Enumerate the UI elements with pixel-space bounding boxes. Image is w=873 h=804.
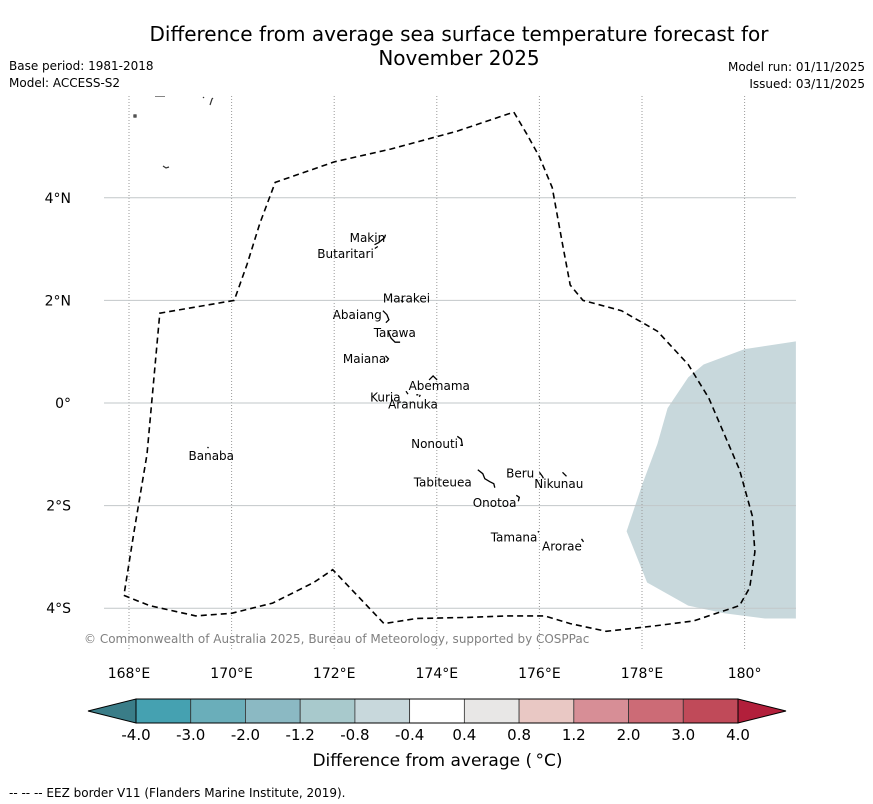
y-tick-label: 4°S	[46, 601, 71, 617]
island-coastline	[133, 114, 137, 118]
colorbar-label: Difference from average ( °C)	[312, 751, 563, 771]
colorbar-tick-label: 1.2	[562, 726, 586, 744]
island-coastline	[428, 374, 438, 381]
colorbar-tick-label: 2.0	[617, 726, 641, 744]
colorbar-tick-label: -0.8	[340, 726, 369, 744]
x-tick-label: 176°E	[518, 666, 561, 682]
colorbar-segment	[573, 698, 629, 724]
x-tick-label: 170°E	[210, 666, 253, 682]
colorbar-segment	[135, 698, 192, 724]
island-coastline	[382, 310, 390, 324]
colorbar-outline	[135, 698, 739, 724]
island-label-abemama: Abemama	[409, 379, 470, 393]
island-coastline	[416, 394, 421, 398]
model-text: Model: ACCESS-S2	[9, 76, 121, 90]
island-label-tabiteuea: Tabiteuea	[413, 476, 472, 490]
island-label-arorae: Arorae	[542, 540, 582, 554]
y-tick-label: 0°	[55, 396, 71, 412]
colorbar-segment	[245, 698, 301, 724]
colorbar-extend-low	[87, 698, 137, 724]
island-coastline	[207, 446, 209, 449]
anomaly-region	[626, 341, 796, 619]
colorbar-tick-label: 3.0	[671, 726, 695, 744]
colorbar-tick-label: -1.2	[286, 726, 315, 744]
coastline-layer	[133, 96, 585, 543]
colorbar-tick-label: -3.0	[176, 726, 205, 744]
colorbar-tick-label: 0.8	[507, 726, 531, 744]
colorbar-segment	[354, 698, 411, 724]
colorbar-segment	[518, 698, 575, 724]
colorbar-segment	[190, 698, 246, 724]
island-coastline	[374, 234, 387, 246]
island-coastline	[385, 355, 390, 363]
chart-title-line-2: November 2025	[378, 46, 540, 70]
island-coastline	[562, 471, 567, 477]
x-tick-label: 174°E	[416, 666, 459, 682]
copyright-text: © Commonwealth of Australia 2025, Bureau…	[84, 632, 590, 646]
model-run-text: Model run: 01/11/2025	[727, 60, 865, 74]
island-coastline	[202, 96, 205, 99]
x-tick-label: 178°E	[621, 666, 664, 682]
anomaly-layer	[626, 341, 796, 619]
island-coastline	[374, 245, 379, 250]
island-coastline	[580, 538, 585, 543]
island-label-tarawa: Tarawa	[373, 326, 416, 340]
island-label-nonouti: Nonouti	[411, 437, 458, 451]
island-coastline	[538, 471, 544, 479]
x-tick-label: 180°	[728, 666, 762, 682]
island-label-beru: Beru	[506, 466, 534, 480]
colorbar-extend-high	[737, 698, 787, 724]
island-coastline	[400, 299, 404, 303]
colorbar-segment	[682, 698, 739, 724]
island-coastline	[477, 469, 496, 488]
axis-labels: 168°E 170°E 172°E 174°E 176°E 178°E 180° 4°N 2°N…	[45, 191, 762, 682]
chart-title: Difference from average sea surface temp…	[0, 22, 873, 70]
island-label-abaiang: Abaiang	[333, 308, 382, 322]
island-label-aranuka: Aranuka	[388, 398, 438, 412]
island-coastline	[387, 330, 401, 343]
colorbar-segment	[463, 698, 520, 724]
colorbar-tick-label: 4.0	[726, 726, 750, 744]
x-tick-label: 172°E	[313, 666, 356, 682]
y-tick-label: 2°N	[45, 293, 71, 309]
colorbar: -4.0 -3.0 -2.0 -1.2 -0.8 -0.4 0.4 0.8 1.2 2.0 3.0 4…	[87, 698, 787, 744]
issued-text: Issued: 03/11/2025	[749, 77, 865, 91]
base-period-text: Base period: 1981-2018	[9, 59, 154, 73]
colorbar-segment	[299, 698, 356, 724]
island-label-kuria: Kuria	[370, 390, 401, 404]
eez-border-layer	[123, 111, 756, 633]
metadata-right: Model run: 01/11/2025 Issued: 03/11/2025	[728, 59, 865, 93]
island-label-nikunau: Nikunau	[534, 477, 583, 491]
colorbar-tick-label: -2.0	[231, 726, 260, 744]
island-label-onotoa: Onotoa	[473, 496, 517, 510]
island-label-banaba: Banaba	[189, 449, 235, 463]
y-tick-label: 2°S	[46, 499, 71, 515]
eez-border-footnote: -- -- -- EEZ border V11 (Flanders Marine…	[9, 786, 346, 800]
island-coastline	[405, 390, 409, 395]
island-coastline	[515, 494, 521, 502]
chart-title-line-1: Difference from average sea surface temp…	[149, 22, 769, 46]
island-label-makin: Makin	[350, 231, 386, 245]
metadata-left: Base period: 1981-2018 Model: ACCESS-S2	[9, 58, 154, 92]
colorbar-segment	[628, 698, 684, 724]
colorbar-segment	[409, 698, 465, 724]
island-label-butaritari: Butaritari	[317, 247, 374, 261]
island-label-marakei: Marakei	[383, 291, 430, 305]
island-coastline	[209, 97, 214, 106]
colorbar-tick-label: -4.0	[121, 726, 150, 744]
island-coastline	[456, 435, 464, 446]
island-coastline	[162, 165, 170, 169]
y-tick-label: 4°N	[45, 191, 71, 207]
colorbar-tick-label: 0.4	[452, 726, 476, 744]
x-tick-label: 168°E	[108, 666, 151, 682]
island-coastline	[537, 530, 540, 533]
eez-border-line	[123, 111, 756, 633]
island-label-tamana: Tamana	[490, 530, 538, 544]
colorbar-tick-label: -0.4	[395, 726, 424, 744]
island-label-maiana: Maiana	[343, 352, 386, 366]
